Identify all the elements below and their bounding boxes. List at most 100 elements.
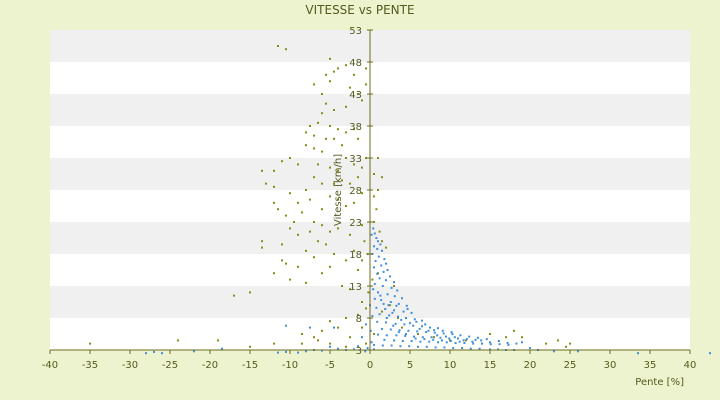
data-point (321, 224, 323, 227)
data-point (367, 291, 370, 294)
data-points (89, 45, 711, 355)
data-point (349, 336, 351, 339)
data-point (515, 342, 518, 345)
data-point (385, 262, 387, 265)
data-point (317, 163, 319, 166)
data-point (377, 189, 379, 191)
data-point (369, 329, 372, 332)
data-point (393, 281, 395, 284)
data-point (349, 86, 351, 89)
data-point (485, 338, 488, 341)
data-point (333, 182, 335, 185)
data-point (448, 337, 451, 340)
data-point (325, 137, 327, 140)
data-point (363, 240, 366, 243)
data-point (372, 288, 375, 291)
x-tick-label: -35 (82, 360, 98, 371)
data-point (465, 339, 467, 342)
data-point (329, 125, 331, 127)
data-point (505, 336, 507, 339)
data-point (281, 243, 283, 246)
data-point (345, 64, 347, 67)
data-point (418, 327, 421, 330)
data-point (414, 337, 417, 340)
data-point (317, 121, 319, 124)
data-point (373, 221, 375, 223)
data-point (249, 345, 251, 348)
data-point (285, 324, 287, 327)
data-point (545, 342, 547, 345)
data-point (450, 331, 453, 334)
data-point (521, 336, 523, 339)
data-point (406, 308, 409, 310)
data-point (357, 176, 359, 179)
data-point (321, 208, 323, 211)
data-point (361, 326, 363, 329)
data-point (345, 105, 347, 108)
data-point (361, 336, 363, 339)
data-point (381, 285, 384, 287)
data-point (345, 259, 347, 262)
data-point (329, 230, 331, 233)
data-point (445, 335, 447, 338)
data-point (333, 70, 335, 73)
data-point (321, 182, 323, 185)
data-point (301, 211, 303, 214)
data-point (513, 329, 515, 332)
data-point (557, 339, 559, 342)
data-point (386, 269, 389, 271)
data-point (305, 144, 307, 147)
data-point (341, 285, 343, 287)
data-point (337, 198, 339, 201)
data-point (353, 73, 355, 76)
data-point (498, 343, 501, 346)
data-point (376, 247, 379, 250)
x-tick-label: 30 (604, 360, 617, 371)
data-point (372, 227, 375, 230)
data-point (462, 339, 465, 342)
data-point (329, 320, 331, 323)
data-point (394, 322, 397, 325)
data-point (379, 243, 382, 246)
data-point (577, 350, 579, 353)
data-point (392, 324, 395, 327)
data-point (345, 131, 347, 134)
data-point (412, 324, 415, 327)
data-point (345, 205, 347, 207)
data-point (381, 344, 384, 347)
data-point (489, 341, 491, 344)
y-tick-label: 3 (356, 346, 362, 357)
data-point (497, 340, 500, 342)
data-point (313, 83, 315, 86)
data-point (361, 259, 363, 262)
data-point (457, 337, 459, 340)
data-point (261, 169, 263, 172)
data-point (273, 342, 275, 345)
y-tick-label: 28 (349, 186, 362, 197)
data-point (321, 272, 323, 275)
data-point (378, 230, 381, 233)
data-point (221, 347, 223, 350)
data-point (361, 301, 363, 303)
data-point (385, 334, 388, 337)
data-point (337, 169, 339, 172)
data-point (321, 349, 323, 352)
data-point (305, 189, 307, 191)
y-tick-label: 18 (349, 250, 362, 261)
data-point (309, 125, 311, 127)
data-point (357, 93, 359, 95)
data-point (301, 342, 303, 345)
data-point (353, 348, 355, 351)
data-point (333, 253, 335, 255)
data-point (305, 131, 307, 134)
data-point (297, 351, 299, 354)
data-point (377, 333, 379, 336)
data-point (349, 233, 351, 236)
data-point (357, 345, 359, 348)
data-point (378, 277, 381, 280)
data-point (407, 329, 410, 332)
data-point (373, 343, 375, 346)
data-point (317, 339, 319, 342)
data-point (437, 341, 439, 344)
data-point (376, 272, 379, 275)
